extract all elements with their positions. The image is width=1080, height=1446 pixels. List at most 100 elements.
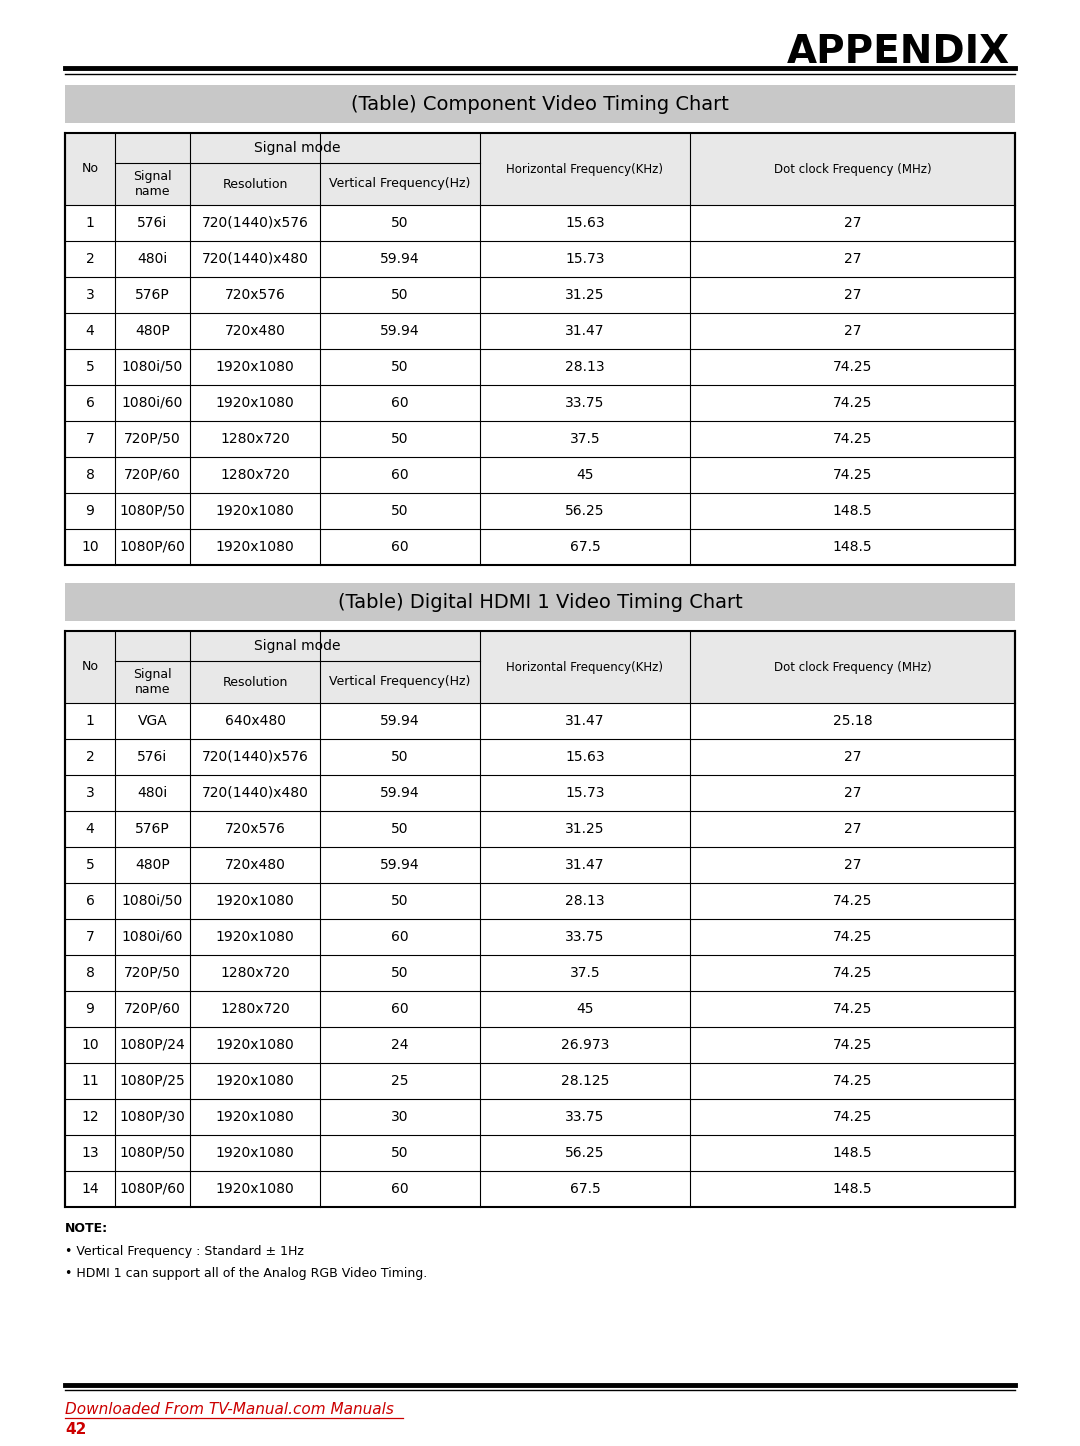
- Text: 50: 50: [391, 821, 408, 836]
- Text: Resolution: Resolution: [222, 675, 287, 688]
- Text: 74.25: 74.25: [833, 1074, 873, 1087]
- Text: VGA: VGA: [137, 714, 167, 727]
- Text: 1920x1080: 1920x1080: [216, 360, 295, 375]
- Text: 640x480: 640x480: [225, 714, 285, 727]
- Text: 28.13: 28.13: [565, 360, 605, 375]
- Text: No: No: [81, 162, 98, 175]
- Text: 27: 27: [843, 750, 861, 763]
- Text: Signal
name: Signal name: [133, 171, 172, 198]
- Text: NOTE:: NOTE:: [65, 1222, 108, 1235]
- Text: 45: 45: [577, 469, 594, 482]
- Text: 74.25: 74.25: [833, 1002, 873, 1017]
- Text: 45: 45: [577, 1002, 594, 1017]
- Bar: [65, 847, 1015, 884]
- Text: 1280x720: 1280x720: [220, 1002, 289, 1017]
- Text: • HDMI 1 can support all of the Analog RGB Video Timing.: • HDMI 1 can support all of the Analog R…: [65, 1267, 428, 1280]
- Text: 1080P/60: 1080P/60: [120, 1181, 186, 1196]
- Text: Signal mode: Signal mode: [254, 639, 341, 654]
- Text: 37.5: 37.5: [569, 966, 600, 980]
- Text: 27: 27: [843, 787, 861, 800]
- Text: 720P/60: 720P/60: [124, 469, 181, 482]
- Text: 50: 50: [391, 288, 408, 302]
- Text: 50: 50: [391, 966, 408, 980]
- Text: Dot clock Frequency (MHz): Dot clock Frequency (MHz): [773, 162, 931, 175]
- Text: 56.25: 56.25: [565, 1147, 605, 1160]
- Text: 24: 24: [391, 1038, 408, 1053]
- Bar: [65, 1027, 1015, 1063]
- Text: 720P/50: 720P/50: [124, 966, 180, 980]
- Text: 1920x1080: 1920x1080: [216, 1147, 295, 1160]
- Text: 2: 2: [85, 750, 94, 763]
- Text: 6: 6: [85, 894, 94, 908]
- Text: 33.75: 33.75: [565, 1111, 605, 1124]
- Text: 67.5: 67.5: [569, 1181, 600, 1196]
- Text: 15.63: 15.63: [565, 215, 605, 230]
- Text: 1080i/60: 1080i/60: [122, 396, 184, 411]
- Text: 67.5: 67.5: [569, 539, 600, 554]
- Text: 1280x720: 1280x720: [220, 432, 289, 445]
- Text: 27: 27: [843, 324, 861, 338]
- Text: 59.94: 59.94: [380, 324, 420, 338]
- Text: 31.25: 31.25: [565, 821, 605, 836]
- Text: 74.25: 74.25: [833, 469, 873, 482]
- Text: 1: 1: [85, 714, 94, 727]
- Text: 28.125: 28.125: [561, 1074, 609, 1087]
- Bar: [65, 457, 1015, 493]
- Text: 1920x1080: 1920x1080: [216, 1038, 295, 1053]
- Bar: [65, 630, 1015, 703]
- Text: 3: 3: [85, 787, 94, 800]
- Text: 1920x1080: 1920x1080: [216, 539, 295, 554]
- Text: 480P: 480P: [135, 857, 170, 872]
- Text: 1920x1080: 1920x1080: [216, 894, 295, 908]
- Text: 1280x720: 1280x720: [220, 966, 289, 980]
- Text: 7: 7: [85, 930, 94, 944]
- Text: 74.25: 74.25: [833, 930, 873, 944]
- Text: 7: 7: [85, 432, 94, 445]
- Text: 27: 27: [843, 857, 861, 872]
- Text: 14: 14: [81, 1181, 98, 1196]
- Text: 13: 13: [81, 1147, 98, 1160]
- Bar: [65, 493, 1015, 529]
- Bar: [65, 348, 1015, 385]
- Text: (Table) Component Video Timing Chart: (Table) Component Video Timing Chart: [351, 94, 729, 113]
- Text: 720(1440)x480: 720(1440)x480: [202, 787, 309, 800]
- Bar: [65, 954, 1015, 991]
- Text: 1280x720: 1280x720: [220, 469, 289, 482]
- Text: 1080P/24: 1080P/24: [120, 1038, 186, 1053]
- Text: 1080P/60: 1080P/60: [120, 539, 186, 554]
- Text: 50: 50: [391, 215, 408, 230]
- Text: 74.25: 74.25: [833, 1038, 873, 1053]
- Bar: [65, 133, 1015, 205]
- Text: 6: 6: [85, 396, 94, 411]
- Bar: [65, 278, 1015, 312]
- Text: 50: 50: [391, 432, 408, 445]
- Text: 1080i/60: 1080i/60: [122, 930, 184, 944]
- Bar: [65, 529, 1015, 565]
- Text: 31.25: 31.25: [565, 288, 605, 302]
- Text: 480i: 480i: [137, 252, 167, 266]
- Text: 27: 27: [843, 215, 861, 230]
- Text: 31.47: 31.47: [565, 324, 605, 338]
- Text: 1080i/50: 1080i/50: [122, 360, 184, 375]
- Text: 11: 11: [81, 1074, 99, 1087]
- Text: 56.25: 56.25: [565, 505, 605, 518]
- Text: 60: 60: [391, 930, 409, 944]
- Text: 27: 27: [843, 821, 861, 836]
- Text: Resolution: Resolution: [222, 178, 287, 191]
- Text: 37.5: 37.5: [569, 432, 600, 445]
- Text: 60: 60: [391, 1181, 409, 1196]
- Text: Horizontal Frequency(KHz): Horizontal Frequency(KHz): [507, 162, 663, 175]
- Text: 1920x1080: 1920x1080: [216, 1181, 295, 1196]
- Bar: [65, 991, 1015, 1027]
- Text: Dot clock Frequency (MHz): Dot clock Frequency (MHz): [773, 661, 931, 674]
- Text: 74.25: 74.25: [833, 1111, 873, 1124]
- Text: • Vertical Frequency : Standard ± 1Hz: • Vertical Frequency : Standard ± 1Hz: [65, 1245, 303, 1258]
- Bar: [65, 1099, 1015, 1135]
- Text: 3: 3: [85, 288, 94, 302]
- Text: 1920x1080: 1920x1080: [216, 930, 295, 944]
- Text: 59.94: 59.94: [380, 787, 420, 800]
- Text: Signal
name: Signal name: [133, 668, 172, 696]
- Text: 1920x1080: 1920x1080: [216, 1074, 295, 1087]
- Bar: [65, 630, 1015, 1207]
- Text: 59.94: 59.94: [380, 252, 420, 266]
